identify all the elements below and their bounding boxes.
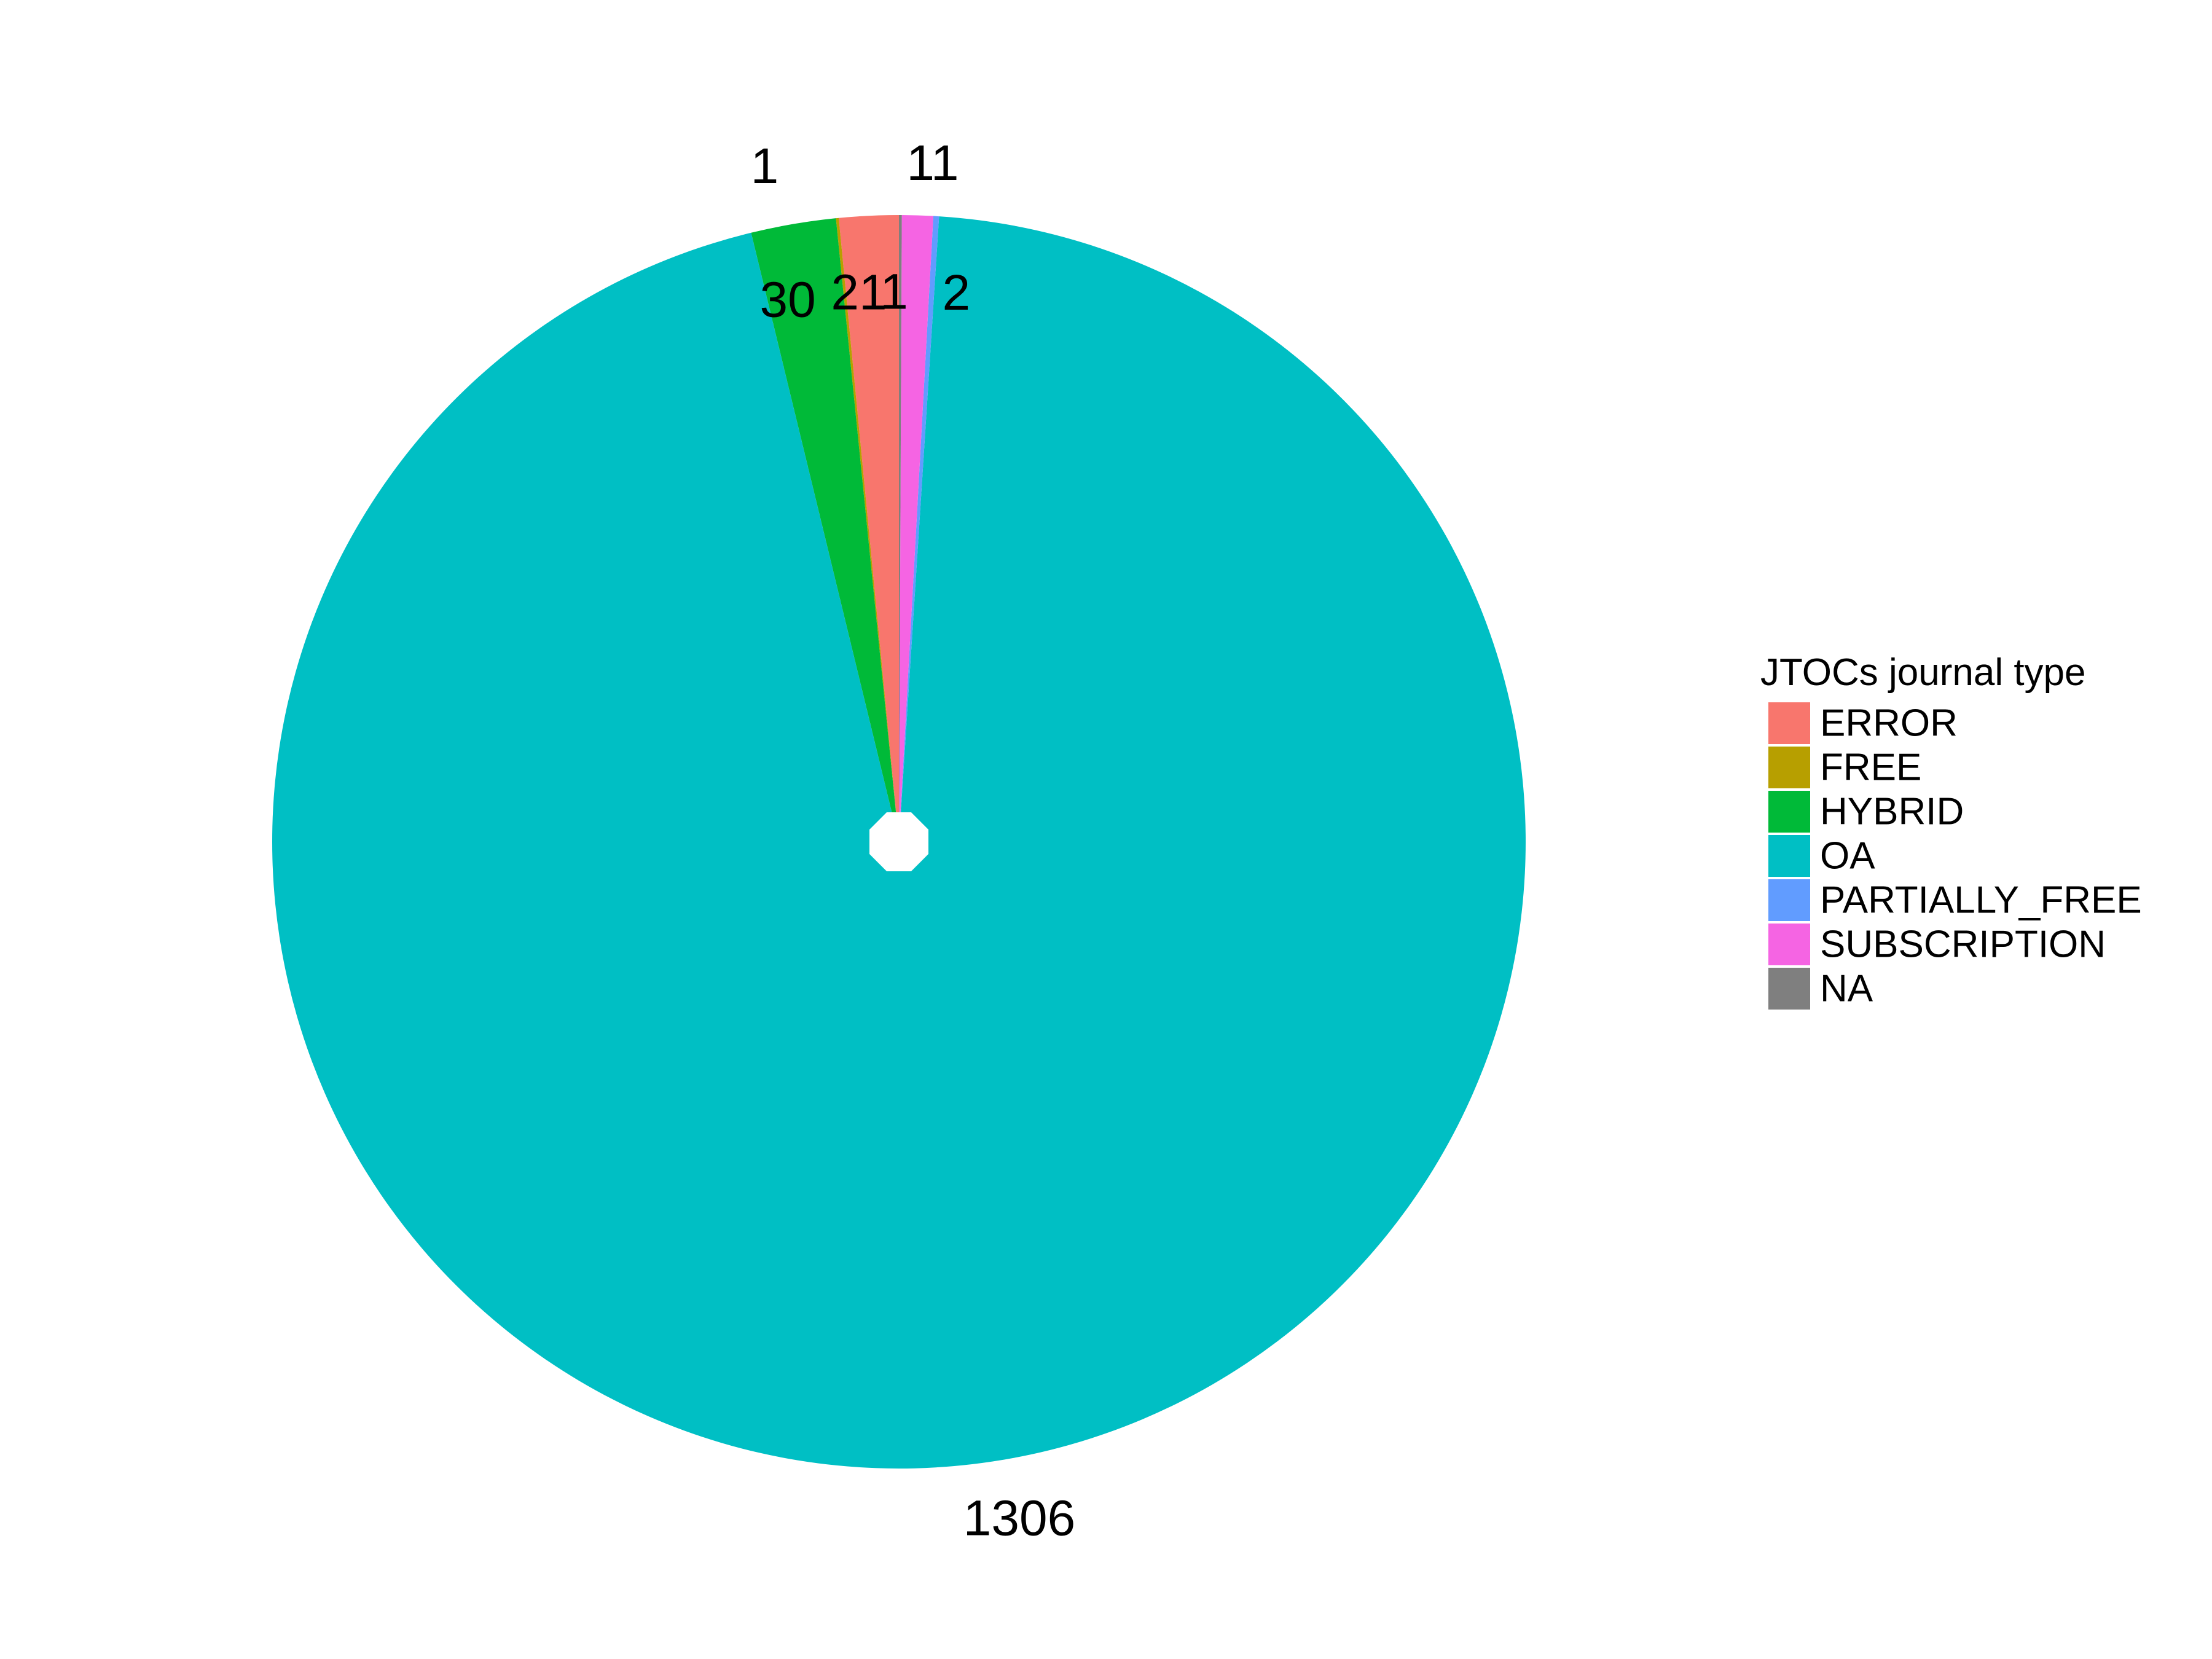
pie-slice-partially-free [899, 216, 939, 842]
pie-slice-free [836, 218, 899, 842]
legend-swatch-subscription [1768, 924, 1810, 965]
slice-label-hybrid: 30 [759, 272, 815, 327]
pie-slice-hybrid [751, 218, 899, 842]
pie-slice-na [899, 215, 902, 842]
slice-label-na: 1 [880, 264, 908, 320]
slice-label-oa: 1306 [963, 1490, 1075, 1546]
legend-label-hybrid: HYBRID [1820, 791, 1964, 833]
legend-label-subscription: SUBSCRIPTION [1820, 924, 2106, 966]
slice-label-error: 21 [831, 265, 887, 321]
pie-slice-error [839, 215, 899, 842]
legend-title: JTOCs journal type [1760, 651, 2086, 694]
legend-label-na: NA [1820, 968, 1873, 1010]
legend-items: ERRORFREEHYBRIDOAPARTIALLY_FREESUBSCRIPT… [1768, 702, 2142, 1010]
legend-swatch-error [1768, 702, 1810, 744]
legend-swatch-oa [1768, 835, 1810, 877]
slice-label-subscription: 11 [906, 135, 959, 191]
slice-label-free: 1 [751, 138, 779, 194]
pie-center-hole [869, 812, 928, 871]
pie-center-octagon [869, 812, 928, 871]
legend-swatch-hybrid [1768, 791, 1810, 833]
pie-slice-subscription [899, 215, 934, 842]
legend-swatch-na [1768, 968, 1810, 1010]
legend-label-error: ERROR [1820, 702, 1958, 745]
legend-label-oa: OA [1820, 835, 1875, 877]
slice-label-partially-free: 2 [942, 265, 970, 321]
legend-label-free: FREE [1820, 747, 1921, 789]
legend-swatch-partially-free [1768, 879, 1810, 921]
legend-swatch-free [1768, 747, 1810, 788]
legend-label-partially-free: PARTIALLY_FREE [1820, 879, 2142, 922]
legend: JTOCs journal type ERRORFREEHYBRIDOAPART… [1760, 651, 2142, 1010]
